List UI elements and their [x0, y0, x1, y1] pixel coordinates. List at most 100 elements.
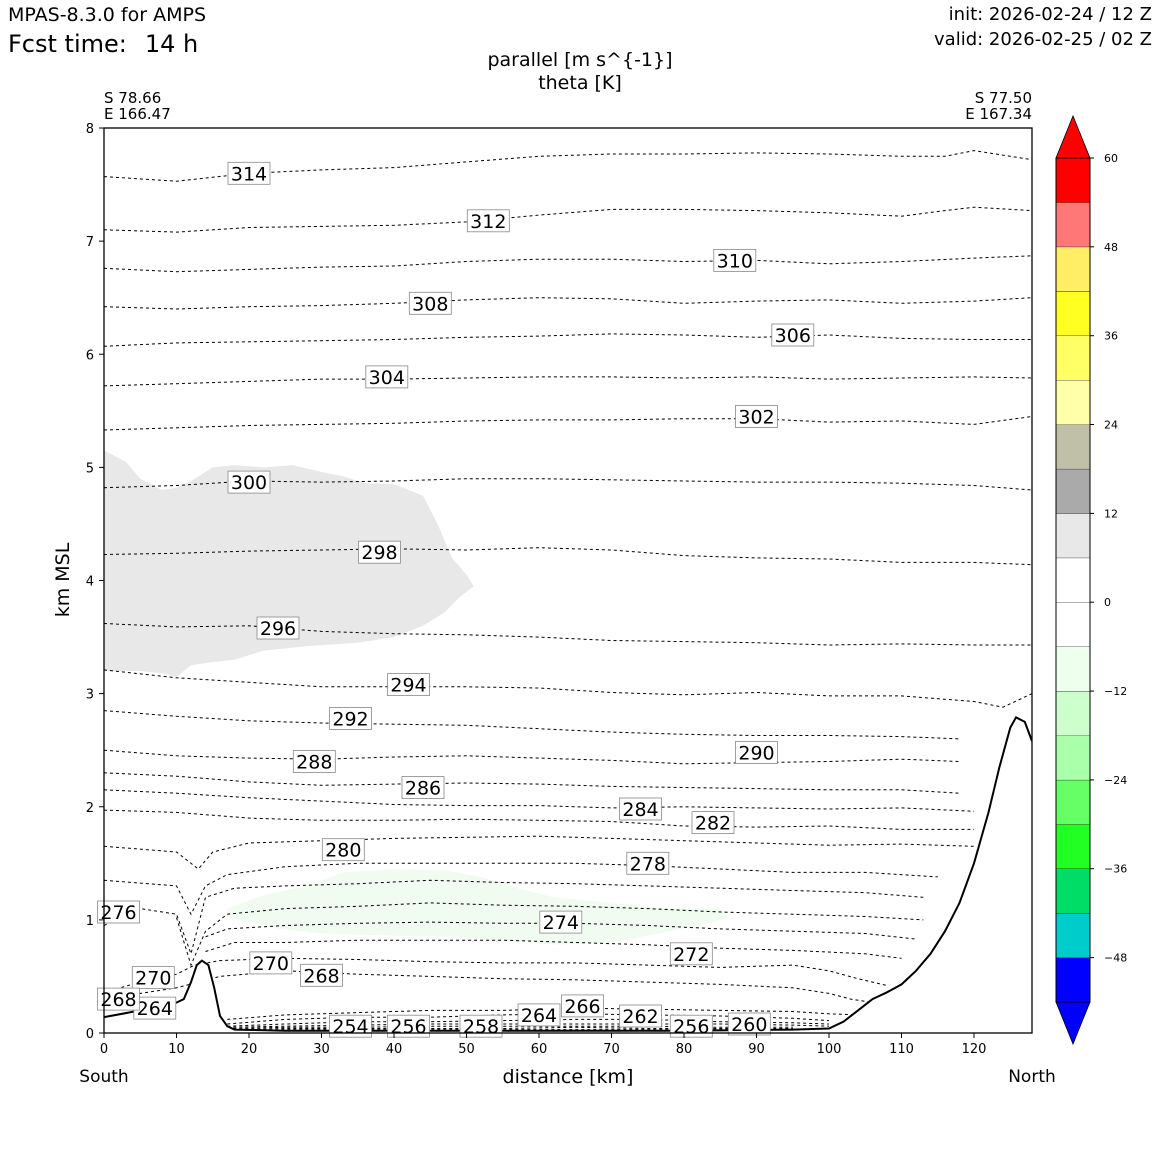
- x-tick-label-120: 120: [962, 1042, 987, 1057]
- contour-label-274: 274: [543, 912, 579, 934]
- left-end-longitude: E 166.47: [104, 105, 171, 123]
- contour-label-312: 312: [470, 211, 506, 233]
- contour-label-256-box: [387, 1014, 430, 1038]
- contour-label-298: 298: [361, 542, 397, 564]
- colorbar-tick-label--36: −36: [1104, 863, 1127, 876]
- contour-label-314: 314: [231, 163, 267, 185]
- colorbar-segment--54: [1056, 957, 1090, 1002]
- theta-contour-312: [104, 206, 1032, 233]
- x-tick-label-0: 0: [100, 1042, 108, 1057]
- contour-label-294-box: [387, 673, 430, 696]
- y-tick-label-2: 2: [86, 801, 94, 816]
- colorbar-segment--6: [1056, 602, 1090, 647]
- y-tick-label-6: 6: [86, 348, 94, 363]
- theta-contour-276: [176, 902, 924, 967]
- contour-label-308-box: [408, 291, 452, 315]
- theta-contour-270: [104, 957, 888, 993]
- contour-label-260: 260: [731, 1014, 767, 1036]
- valid-time-label: valid: 2026-02-25 / 02 Z: [934, 29, 1152, 50]
- right-end-latitude: S 77.50: [974, 89, 1032, 107]
- contour-label-extra-3-box: [249, 951, 293, 975]
- colorbar-segment--48: [1056, 913, 1090, 958]
- colorbar-extend-high: [1055, 114, 1091, 159]
- contour-label-308: 308: [412, 293, 448, 315]
- colorbar-segment--18: [1056, 691, 1090, 736]
- contour-label-258-box: [459, 1014, 503, 1038]
- colorbar: 60 48 36 24 12 0 −12 −24 −36 −48: [1055, 114, 1127, 1046]
- wind-shading-layer: [104, 450, 728, 945]
- contour-label-262-box: [619, 1004, 662, 1028]
- chart-subtitle: theta [K]: [538, 72, 622, 94]
- x-tick-label-10: 10: [168, 1042, 185, 1057]
- right-end-longitude: E 167.34: [965, 105, 1032, 123]
- contour-label-276: 276: [100, 902, 136, 924]
- left-end-coordinates: S 78.66 E 166.47: [104, 90, 171, 122]
- contour-label-266: 266: [564, 996, 600, 1018]
- contour-label-312-box: [466, 209, 510, 233]
- x-tick-label-50: 50: [458, 1042, 475, 1057]
- north-end-label: North: [1008, 1067, 1056, 1087]
- colorbar-segment--24: [1056, 735, 1090, 780]
- theta-contour-294: [104, 669, 1032, 708]
- colorbar-segment-36: [1056, 291, 1090, 336]
- colorbar-segment-54: [1056, 158, 1090, 203]
- chart-title: parallel [m s^{-1}]: [487, 49, 673, 71]
- contour-label-306-box: [771, 323, 815, 347]
- contour-label-288: 288: [296, 752, 332, 774]
- colorbar-segment-0: [1056, 557, 1090, 603]
- theta-contour-306: [104, 333, 1032, 347]
- contour-label-284: 284: [622, 799, 658, 821]
- contour-label-296: 296: [260, 618, 296, 640]
- contour-label-extra-2-box: [669, 1014, 713, 1038]
- colorbar-segment--30: [1056, 779, 1090, 825]
- colorbar-segment-42: [1056, 246, 1090, 292]
- x-tick-label-60: 60: [531, 1042, 548, 1057]
- terrain-layer: [104, 716, 1032, 1033]
- south-end-label: South: [79, 1067, 128, 1087]
- contour-label-310: 310: [717, 250, 753, 272]
- contour-label-298-box: [358, 540, 401, 564]
- contour-label-254: 254: [332, 1016, 368, 1038]
- contour-label-284-box: [619, 797, 662, 821]
- contour-label-290-box: [735, 741, 778, 764]
- terrain-line: [104, 716, 1032, 1032]
- colorbar-segment-6: [1056, 513, 1090, 558]
- contour-label-292: 292: [332, 709, 368, 731]
- shaded-region-0: [104, 450, 474, 677]
- colorbar-tick-label-60: 60: [1104, 152, 1118, 165]
- contour-label-292-box: [329, 707, 372, 730]
- contour-label-256: 256: [390, 1016, 426, 1038]
- colorbar-tick-label--24: −24: [1104, 774, 1127, 787]
- contour-label-290: 290: [738, 743, 774, 765]
- contour-label-274-box: [539, 910, 583, 934]
- contour-label-276-box: [97, 900, 140, 924]
- contour-label-extra-2: 256: [673, 1016, 709, 1038]
- contour-label-272-box: [669, 942, 713, 966]
- y-tick-label-5: 5: [86, 461, 94, 476]
- y-tick-label-7: 7: [86, 235, 94, 250]
- x-tick-label-80: 80: [676, 1042, 693, 1057]
- model-label: MPAS-8.3.0 for AMPS: [8, 4, 207, 26]
- y-tick-label-3: 3: [86, 688, 94, 703]
- terrain-fill: [104, 717, 1032, 1033]
- theta-contour-282: [104, 835, 975, 870]
- contour-label-296-box: [256, 616, 300, 640]
- axes-layer: 0 10 20 30 40 50 60 70 80 90 100 110 120 0 1 2 3 4 5 6 7 8: [86, 122, 987, 1057]
- theta-contour-278: [104, 879, 924, 956]
- colorbar-tick-label-36: 36: [1104, 330, 1118, 343]
- colorbar-tick-label-12: 12: [1104, 507, 1118, 520]
- y-axis-label: km MSL: [52, 542, 74, 617]
- x-tick-label-110: 110: [889, 1042, 914, 1057]
- colorbar-segment-24: [1056, 380, 1090, 425]
- contour-label-300-box: [227, 470, 271, 494]
- contour-label-280: 280: [325, 840, 361, 862]
- theta-contour-284: [104, 809, 974, 830]
- theta-contour-290: [104, 749, 960, 765]
- forecast-time-label: Fcst time: 14 h: [8, 30, 198, 58]
- x-axis-label: distance [km]: [503, 1066, 634, 1088]
- theta-contour-292: [104, 710, 960, 740]
- contour-label-310-box: [713, 248, 757, 272]
- theta-contour-310: [104, 255, 1032, 273]
- colorbar-segment--42: [1056, 868, 1090, 914]
